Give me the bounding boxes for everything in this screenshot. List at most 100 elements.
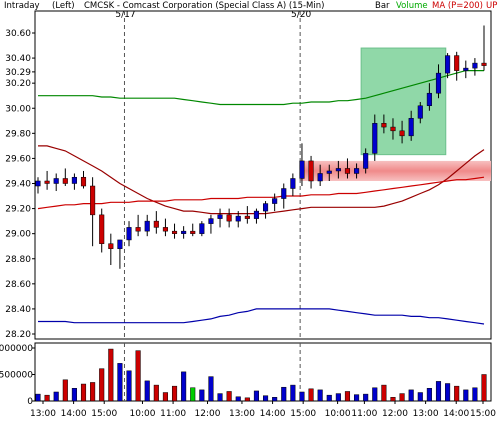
candle-body — [35, 180, 41, 187]
candle-body — [272, 198, 278, 204]
volume-bar — [253, 390, 259, 402]
candle-body — [208, 218, 214, 224]
mid-band-line — [38, 145, 485, 215]
volume-bar — [62, 379, 68, 402]
volume-bar — [290, 384, 296, 402]
candle-body — [108, 243, 114, 249]
candle-body — [299, 160, 305, 179]
candle-body — [162, 227, 168, 232]
candle-body — [153, 220, 159, 228]
volume-bar — [426, 388, 432, 402]
volume-bar — [190, 387, 196, 402]
volume-bar — [153, 384, 159, 402]
volume-bar — [481, 374, 487, 402]
price-tick-label: 29.60 — [5, 154, 31, 164]
volume-bar — [344, 391, 351, 402]
volume-bar — [235, 396, 241, 402]
date-marker-1: 5/20 — [291, 10, 311, 20]
price-tick-label: 30.60 — [5, 29, 31, 39]
volume-tick-label: 0 — [27, 397, 33, 407]
volume-bar — [181, 371, 187, 402]
volume-bar — [317, 389, 323, 402]
lower-band-line — [38, 308, 485, 325]
time-tick-label: 14:00 — [61, 409, 87, 419]
volume-bar — [463, 389, 469, 402]
upper-band-line — [38, 69, 484, 106]
candle-body — [472, 62, 478, 69]
candle-body — [90, 185, 96, 216]
price-tick-label: 29.40 — [5, 180, 31, 190]
time-tick-label: 10:00 — [130, 409, 156, 419]
candle-body — [326, 170, 332, 174]
time-tick-label: 15:00 — [470, 409, 496, 419]
legend-volume: Volume — [396, 1, 428, 11]
volume-bar — [281, 386, 287, 402]
ma200-line — [37, 176, 485, 210]
time-tick-label: 15:00 — [91, 409, 117, 419]
time-tick-label: 10:00 — [325, 409, 351, 419]
price-tick-label: 29.00 — [5, 230, 31, 240]
time-tick-label: 12:00 — [382, 409, 408, 419]
time-tick-label: 13:00 — [30, 409, 56, 419]
volume-bar — [417, 392, 423, 402]
volume-bar — [408, 389, 414, 402]
volume-bar — [363, 393, 369, 402]
volume-bar — [171, 385, 178, 402]
volume-bar — [99, 368, 105, 402]
volume-bar — [135, 350, 141, 402]
volume-bar — [226, 391, 232, 402]
legend-ma: MA (P=200) — [432, 1, 483, 11]
candle-body — [190, 230, 196, 234]
time-tick-label: 14:00 — [260, 409, 286, 419]
candle-body — [199, 223, 205, 234]
price-tick-label: 28.60 — [5, 280, 31, 290]
candle-body — [226, 214, 232, 222]
time-tick-label: 11:00 — [160, 409, 186, 419]
candle-body — [135, 227, 141, 232]
candle-body — [44, 180, 50, 184]
volume-bar — [44, 394, 50, 402]
volume-bar — [108, 348, 114, 402]
time-tick-label: 13:00 — [229, 409, 255, 419]
candle-body — [290, 178, 296, 189]
candle-body — [53, 178, 59, 184]
volume-bar — [144, 380, 150, 402]
time-tick-label: 15:00 — [290, 409, 316, 419]
candle-body — [445, 55, 451, 74]
chart-mode-label: Intraday — [4, 1, 40, 11]
candle-body — [335, 168, 341, 172]
volume-bar — [472, 387, 478, 402]
volume-bar — [80, 383, 87, 402]
candle-body — [435, 72, 442, 94]
volume-bar — [162, 392, 168, 402]
candle-body — [126, 227, 132, 241]
volume-tick-label: 1000000 — [0, 344, 33, 354]
volume-bar — [326, 394, 332, 402]
volume-tick-label: 500000 — [0, 371, 33, 381]
volume-bar — [454, 385, 460, 402]
price-tick-label: 29.80 — [5, 129, 31, 139]
candle-body — [390, 126, 396, 132]
volume-bar — [372, 387, 378, 402]
candle-body — [244, 215, 250, 219]
candle-body — [217, 214, 223, 219]
price-tick-label: 28.20 — [5, 330, 31, 340]
price-tick-label: 30.00 — [5, 104, 31, 114]
volume-bar — [90, 382, 96, 402]
legend-bar: Bar — [375, 1, 390, 11]
candle-body — [454, 55, 460, 71]
candle-body — [181, 230, 187, 234]
price-tick-label: 30.40 — [5, 54, 31, 64]
volume-bar — [199, 389, 205, 402]
volume-bar — [399, 393, 405, 402]
time-tick-label: 11:00 — [351, 409, 377, 419]
volume-bar — [445, 383, 451, 402]
price-tick-label: 30.29 — [5, 68, 31, 78]
volume-bar — [217, 393, 223, 402]
candle-body — [426, 92, 432, 106]
candle-body — [372, 123, 378, 154]
volume-bar — [272, 397, 278, 402]
volume-bar — [53, 391, 59, 402]
volume-bar — [308, 388, 314, 402]
